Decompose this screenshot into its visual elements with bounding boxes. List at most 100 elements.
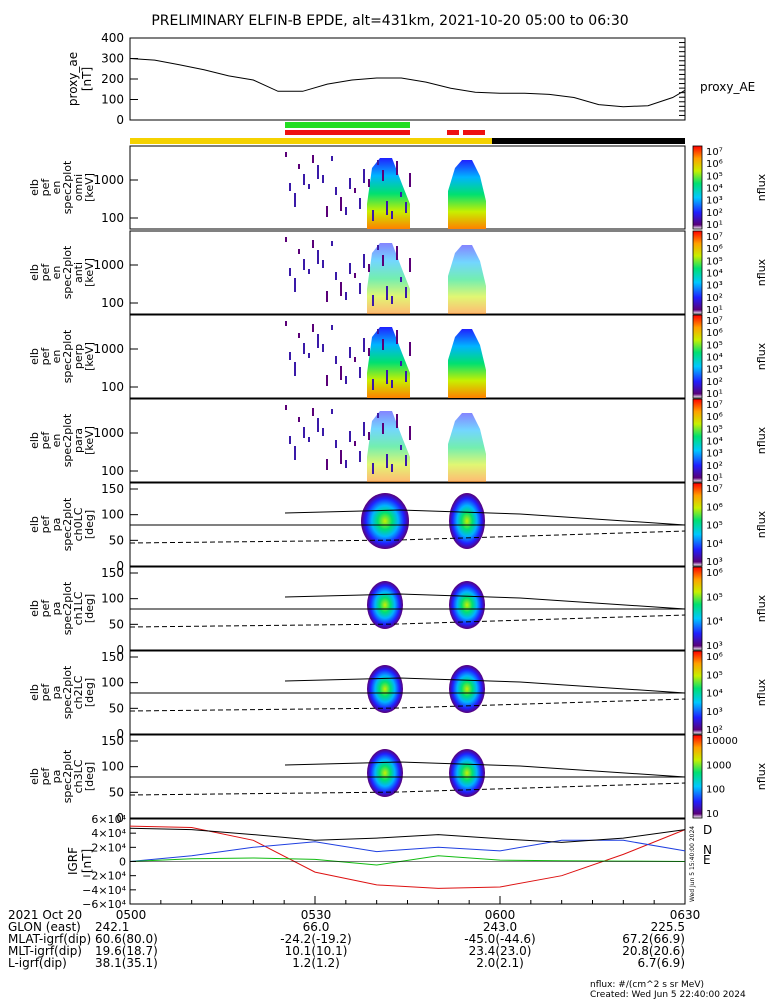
colorbar (692, 230, 703, 315)
proxy-ae-line (129, 58, 686, 108)
colorbar-tick-label: 10³ (706, 557, 723, 568)
sparse-flux-mark (396, 330, 398, 344)
colorbar-tick-label: 10⁴ (706, 689, 723, 700)
sparse-flux-mark (326, 206, 328, 217)
sparse-flux-mark (377, 245, 379, 250)
igrf-lines (129, 825, 686, 889)
ytick-label: 1000 (93, 258, 124, 272)
panel-ylabel: pef (39, 347, 52, 366)
sparse-flux-mark (340, 282, 342, 296)
panel-ylabel: [keV] (83, 426, 96, 455)
sparse-flux-mark (400, 192, 402, 197)
sparse-flux-mark (368, 264, 370, 272)
colorbar-tick-label: 10¹ (706, 473, 723, 484)
colorbar (692, 145, 703, 230)
igrf-legend-n: N (703, 843, 712, 857)
pa-flux-blob-1 (367, 749, 403, 797)
panel-ylabel: [keV] (83, 342, 96, 371)
table-row-label: L-igrf(dip) (8, 956, 67, 970)
sparse-flux-mark (386, 286, 388, 300)
sparse-flux-mark (326, 459, 328, 470)
sparse-flux-mark (312, 240, 314, 248)
sparse-flux-mark (312, 324, 314, 332)
sparse-flux-mark (340, 450, 342, 464)
sparse-flux-mark (331, 409, 333, 414)
colorbar-tick-label: 10⁷ (706, 400, 723, 411)
table-cell: 60.6(80.0) (95, 932, 158, 946)
igrf-stamp: Wed Jun 5 15:40:00 2024 (689, 826, 696, 902)
colorbar-tick-label: 10² (706, 461, 723, 472)
colorbar-tick-label: 10 (706, 809, 719, 820)
panel-ylabel: pef (39, 599, 52, 618)
sparse-flux-mark (285, 405, 287, 410)
anti-loss-cone-line (129, 530, 686, 544)
sparse-flux-mark (372, 210, 374, 221)
flux-region-2 (448, 329, 486, 398)
panel-ylabel: pef (39, 767, 52, 786)
colorbar-label: nflux (755, 342, 768, 370)
xtick-label-0600: 0600 (485, 908, 516, 922)
sparse-flux-mark (285, 237, 287, 242)
panel-ylabel: elb (28, 684, 41, 701)
sparse-flux-mark (303, 174, 305, 185)
sparse-flux-mark (308, 269, 310, 274)
sparse-flux-mark (386, 201, 388, 215)
panel-ylabel: perp (72, 344, 85, 369)
flux-region-2 (448, 160, 486, 229)
igrf-ytick-label: −2×10⁴ (82, 870, 126, 883)
table-cell: 23.4(23.0) (469, 944, 532, 958)
igrf-ytick-label: 0 (119, 856, 126, 869)
red-bar-2 (447, 130, 459, 135)
sparse-flux-mark (326, 291, 328, 302)
chart-title: PRELIMINARY ELFIN-B EPDE, alt=431km, 202… (151, 13, 628, 29)
colorbar-tick-label: 10¹ (706, 305, 723, 316)
panel-ylabel: ch3LC (72, 759, 85, 793)
sparse-flux-mark (354, 357, 356, 362)
colorbar (692, 734, 703, 819)
colorbar-tick-label: 10⁵ (706, 592, 723, 603)
ytick-label: 100 (101, 508, 124, 522)
status-bars (130, 122, 685, 144)
sparse-flux-mark (322, 344, 324, 352)
colorbar-tick-label: 10¹ (706, 220, 723, 231)
sparse-flux-mark (285, 152, 287, 157)
colorbar-tick-label: 10⁵ (706, 521, 723, 532)
igrf-series-line (129, 827, 686, 843)
colorbar (692, 398, 703, 483)
pa-flux-blob-2 (449, 493, 485, 549)
sparse-flux-mark (308, 437, 310, 442)
ytick-label: 50 (109, 785, 124, 799)
table-cell: 242.1 (95, 920, 129, 934)
yellow-bar (130, 138, 492, 144)
table-cell: 1.2(1.2) (292, 956, 340, 970)
panel-ylabel: elb (28, 600, 41, 617)
table-cell: 20.8(20.6) (622, 944, 685, 958)
sparse-flux-mark (312, 408, 314, 416)
panel-ylabel: pef (39, 431, 52, 450)
panel-ylabel: en (50, 350, 63, 364)
colorbar-tick-label: 10³ (706, 196, 723, 207)
sparse-flux-mark (396, 414, 398, 428)
sparse-flux-mark (285, 321, 287, 326)
sparse-flux-mark (317, 165, 319, 179)
flux-region-2 (448, 413, 486, 482)
sparse-flux-mark (359, 451, 361, 462)
colorbar-tick-label: 10⁶ (706, 652, 723, 663)
panel-ylabel: pa (50, 770, 63, 784)
colorbar (692, 650, 703, 735)
sparse-flux-mark (308, 184, 310, 189)
sparse-flux-mark (363, 338, 365, 352)
panel-ylabel: elb (28, 516, 41, 533)
proxy-ae-ylabel-2: [nT] (80, 67, 94, 91)
colorbar-tick-label: 10² (706, 208, 723, 219)
proxy-ae-ytick-label: 0 (116, 113, 124, 127)
sparse-flux-mark (294, 362, 296, 376)
igrf-ylabel-2: [nT] (80, 849, 94, 873)
panel-ylabel: [keV] (83, 258, 96, 287)
table-cell: 19.6(18.7) (95, 944, 158, 958)
sparse-flux-mark (322, 260, 324, 268)
colorbar-tick-label: 10⁶ (706, 502, 723, 513)
sparse-flux-mark (303, 259, 305, 270)
panel-ylabel: spec2plot (61, 413, 74, 467)
colorbar-tick-label: 10⁵ (706, 340, 723, 351)
